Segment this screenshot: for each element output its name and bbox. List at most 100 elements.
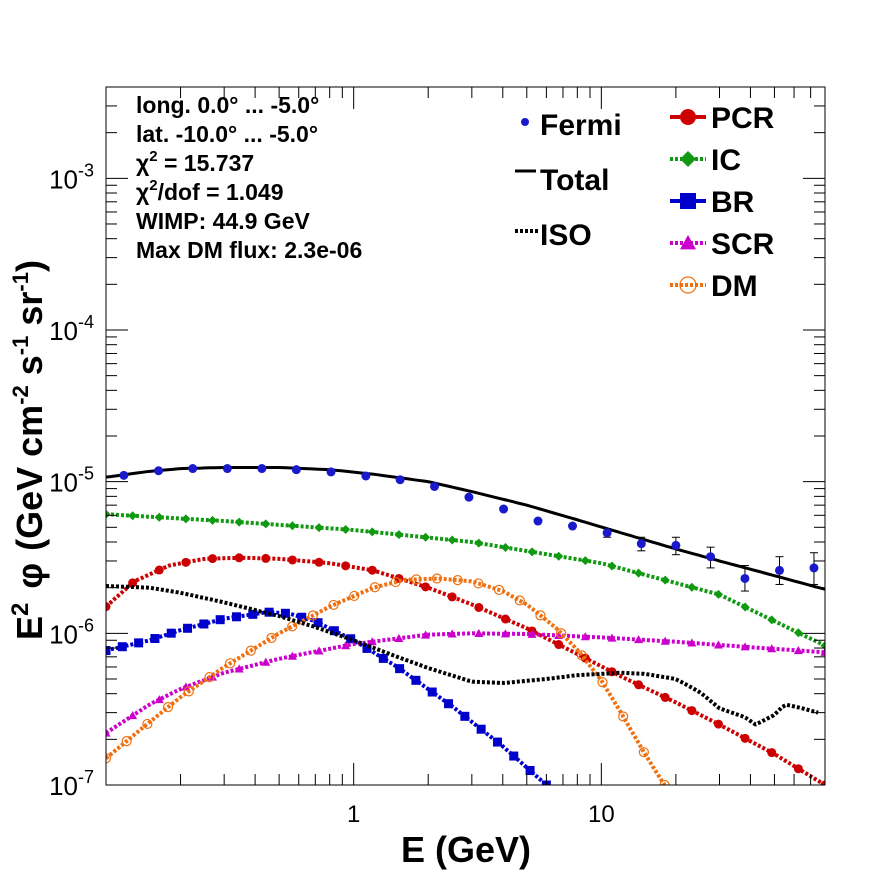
series-marker-scr [500, 629, 510, 638]
series-marker-scr [394, 633, 404, 642]
legend-marker-ic [680, 151, 696, 167]
fermi-point [429, 481, 439, 491]
series-marker-scr [713, 640, 723, 649]
series-marker-scr [527, 629, 537, 638]
annotation-line: χ2 = 15.737 [136, 148, 254, 176]
series-marker-br [492, 737, 502, 747]
legend-entry-pcr: PCR [670, 102, 775, 135]
series-marker-pcr [234, 553, 244, 563]
y-tick-label: 10-5 [49, 464, 94, 498]
series-marker-scr [820, 647, 825, 656]
series-marker-dm [473, 578, 484, 589]
series-marker-dm [431, 573, 443, 584]
series-marker-scr [234, 664, 244, 673]
y-axis-title-sup1: -2 [8, 385, 33, 405]
series-marker-ic [421, 532, 431, 542]
series-marker-dm [535, 610, 546, 621]
legend: Fermi Total ISO PCR IC BR SCR DM [515, 102, 775, 303]
fermi-point [671, 540, 681, 550]
series-marker-dm [121, 736, 132, 747]
series-scr [106, 628, 825, 737]
series-marker-ic [208, 515, 218, 525]
series-marker-pcr [287, 555, 297, 565]
legend-entry-dm: DM [670, 270, 758, 303]
series-marker-ic [713, 589, 723, 599]
series-marker-br [280, 608, 290, 618]
series-marker-pcr [181, 557, 191, 567]
fermi-point [740, 573, 750, 583]
fermi-point [326, 467, 336, 477]
series-marker-dm [638, 747, 649, 758]
series-marker-pcr [261, 553, 271, 563]
series-marker-dm [183, 686, 194, 697]
axes-layer: 1 10 10-7 10-6 10-5 10-4 10-3 [49, 86, 826, 828]
fermi-point [774, 565, 784, 575]
fermi-point [154, 466, 164, 476]
series-marker-dm [307, 610, 318, 621]
series-marker-pcr [687, 706, 697, 716]
legend-entry-ic: IC [670, 144, 741, 177]
series-marker-scr [447, 629, 457, 638]
series-marker-scr [287, 651, 297, 660]
series-marker-scr [474, 628, 484, 638]
series-marker-br [215, 615, 225, 625]
series-marker-pcr [106, 602, 111, 612]
y-axis-title-units-s: s [9, 355, 50, 385]
series-marker-br [117, 642, 127, 652]
series-marker-scr [341, 641, 351, 650]
series-marker-pcr [554, 640, 564, 650]
legend-marker-pcr [680, 109, 696, 125]
series-marker-ic [447, 535, 457, 545]
legend-entry-scr: SCR [670, 228, 775, 261]
fermi-point [464, 492, 474, 502]
series-marker-dm [390, 576, 401, 588]
series-marker-ic [740, 602, 750, 612]
series-marker-br [297, 612, 307, 622]
fermi-point [809, 563, 819, 573]
annotation-line: lat. -10.0° ... -5.0° [136, 121, 318, 147]
fermi-point [257, 464, 267, 474]
series-marker-ic [106, 509, 111, 519]
legend-entry-br: BR [670, 186, 755, 219]
fermi-points-layer [119, 464, 819, 592]
series-marker-pcr [660, 692, 670, 702]
series-marker-dm [349, 590, 360, 602]
series-marker-ic [394, 530, 404, 540]
series-marker-scr [634, 635, 644, 644]
series-marker-pcr [128, 578, 138, 588]
series-pcr [106, 553, 825, 785]
series-marker-dm [576, 650, 587, 661]
series-marker-ic [154, 512, 164, 522]
series-marker-pcr [634, 680, 644, 690]
series-marker-scr [367, 637, 377, 646]
series-marker-br [134, 638, 144, 648]
series-marker-dm [659, 779, 670, 785]
annotation-line: WIMP: 44.9 GeV [136, 208, 310, 234]
fermi-point [568, 521, 578, 531]
series-marker-scr [793, 645, 803, 655]
y-axis-title-units-sr: sr [9, 292, 50, 336]
series-marker-pcr [314, 557, 324, 567]
series-marker-scr [128, 711, 138, 720]
series-iso [106, 584, 819, 727]
legend-marker-br [680, 193, 696, 209]
series-marker-br [525, 766, 535, 776]
y-axis-title-e-sup: 2 [7, 603, 34, 616]
series-marker-br [150, 634, 160, 644]
series-marker-br [199, 619, 209, 629]
series-marker-br [476, 724, 486, 734]
y-axis-title-units: (GeV cm [9, 405, 50, 551]
y-tick-label: 10-4 [49, 312, 94, 346]
y-axis-title: E2φ(GeV cm-2 s-1 sr-1) [7, 260, 50, 640]
series-marker-pcr [367, 565, 377, 575]
series-marker-ic [367, 527, 377, 537]
x-tick-label: 10 [588, 801, 615, 828]
series-marker-dm [597, 677, 608, 688]
series-marker-dm [266, 632, 277, 644]
legend-label-ic: IC [711, 144, 741, 177]
series-marker-dm [411, 574, 422, 585]
series-marker-dm [556, 628, 567, 639]
series-marker-pcr [154, 565, 164, 575]
series-marker-dm [369, 582, 381, 593]
